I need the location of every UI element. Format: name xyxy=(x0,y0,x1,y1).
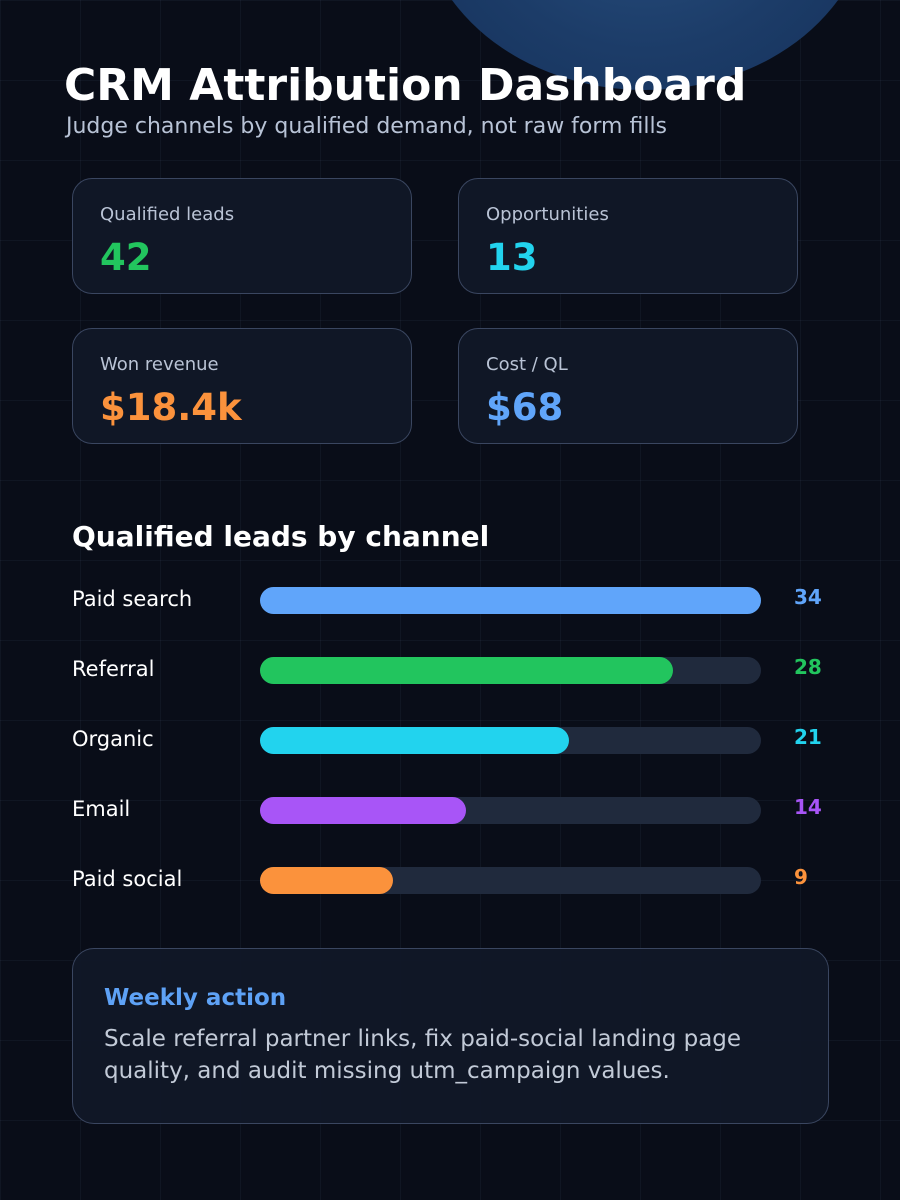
weekly-action-title: Weekly action xyxy=(104,985,287,1011)
kpi-value: $68 xyxy=(486,386,564,429)
bar-label-organic: Organic xyxy=(72,727,154,751)
chart-title: Qualified leads by channel xyxy=(72,520,490,553)
bar-track-email xyxy=(260,797,761,824)
bar-value-referral: 28 xyxy=(794,655,822,679)
kpi-label: Won revenue xyxy=(100,354,219,375)
bar-fill-email xyxy=(260,797,466,824)
kpi-value: 42 xyxy=(100,236,152,279)
bar-label-referral: Referral xyxy=(72,657,155,681)
kpi-label: Opportunities xyxy=(486,204,609,225)
bar-label-paid-social: Paid social xyxy=(72,867,183,891)
kpi-card-qualified-leads: Qualified leads 42 xyxy=(72,178,412,294)
page-title: CRM Attribution Dashboard xyxy=(64,60,747,111)
kpi-label: Qualified leads xyxy=(100,204,235,225)
bar-value-organic: 21 xyxy=(794,725,822,749)
kpi-label: Cost / QL xyxy=(486,354,568,375)
kpi-value: 13 xyxy=(486,236,538,279)
bar-fill-organic xyxy=(260,727,569,754)
bar-label-paid-search: Paid search xyxy=(72,587,193,611)
bar-track-organic xyxy=(260,727,761,754)
bar-track-referral xyxy=(260,657,761,684)
kpi-card-opportunities: Opportunities 13 xyxy=(458,178,798,294)
bar-fill-referral xyxy=(260,657,673,684)
bar-label-email: Email xyxy=(72,797,131,821)
bar-value-email: 14 xyxy=(794,795,822,819)
bar-fill-paid-search xyxy=(260,587,761,614)
bar-fill-paid-social xyxy=(260,867,393,894)
kpi-card-cost-per-ql: Cost / QL $68 xyxy=(458,328,798,444)
weekly-action-body: Scale referral partner links, fix paid-s… xyxy=(104,1026,742,1084)
bar-value-paid-social: 9 xyxy=(794,865,808,889)
bar-track-paid-social xyxy=(260,867,761,894)
page-subtitle: Judge channels by qualified demand, not … xyxy=(66,114,668,139)
kpi-card-won-revenue: Won revenue $18.4k xyxy=(72,328,412,444)
weekly-action-card: Weekly action Scale referral partner lin… xyxy=(72,948,829,1124)
kpi-value: $18.4k xyxy=(100,386,242,429)
bar-value-paid-search: 34 xyxy=(794,585,822,609)
bar-track-paid-search xyxy=(260,587,761,614)
